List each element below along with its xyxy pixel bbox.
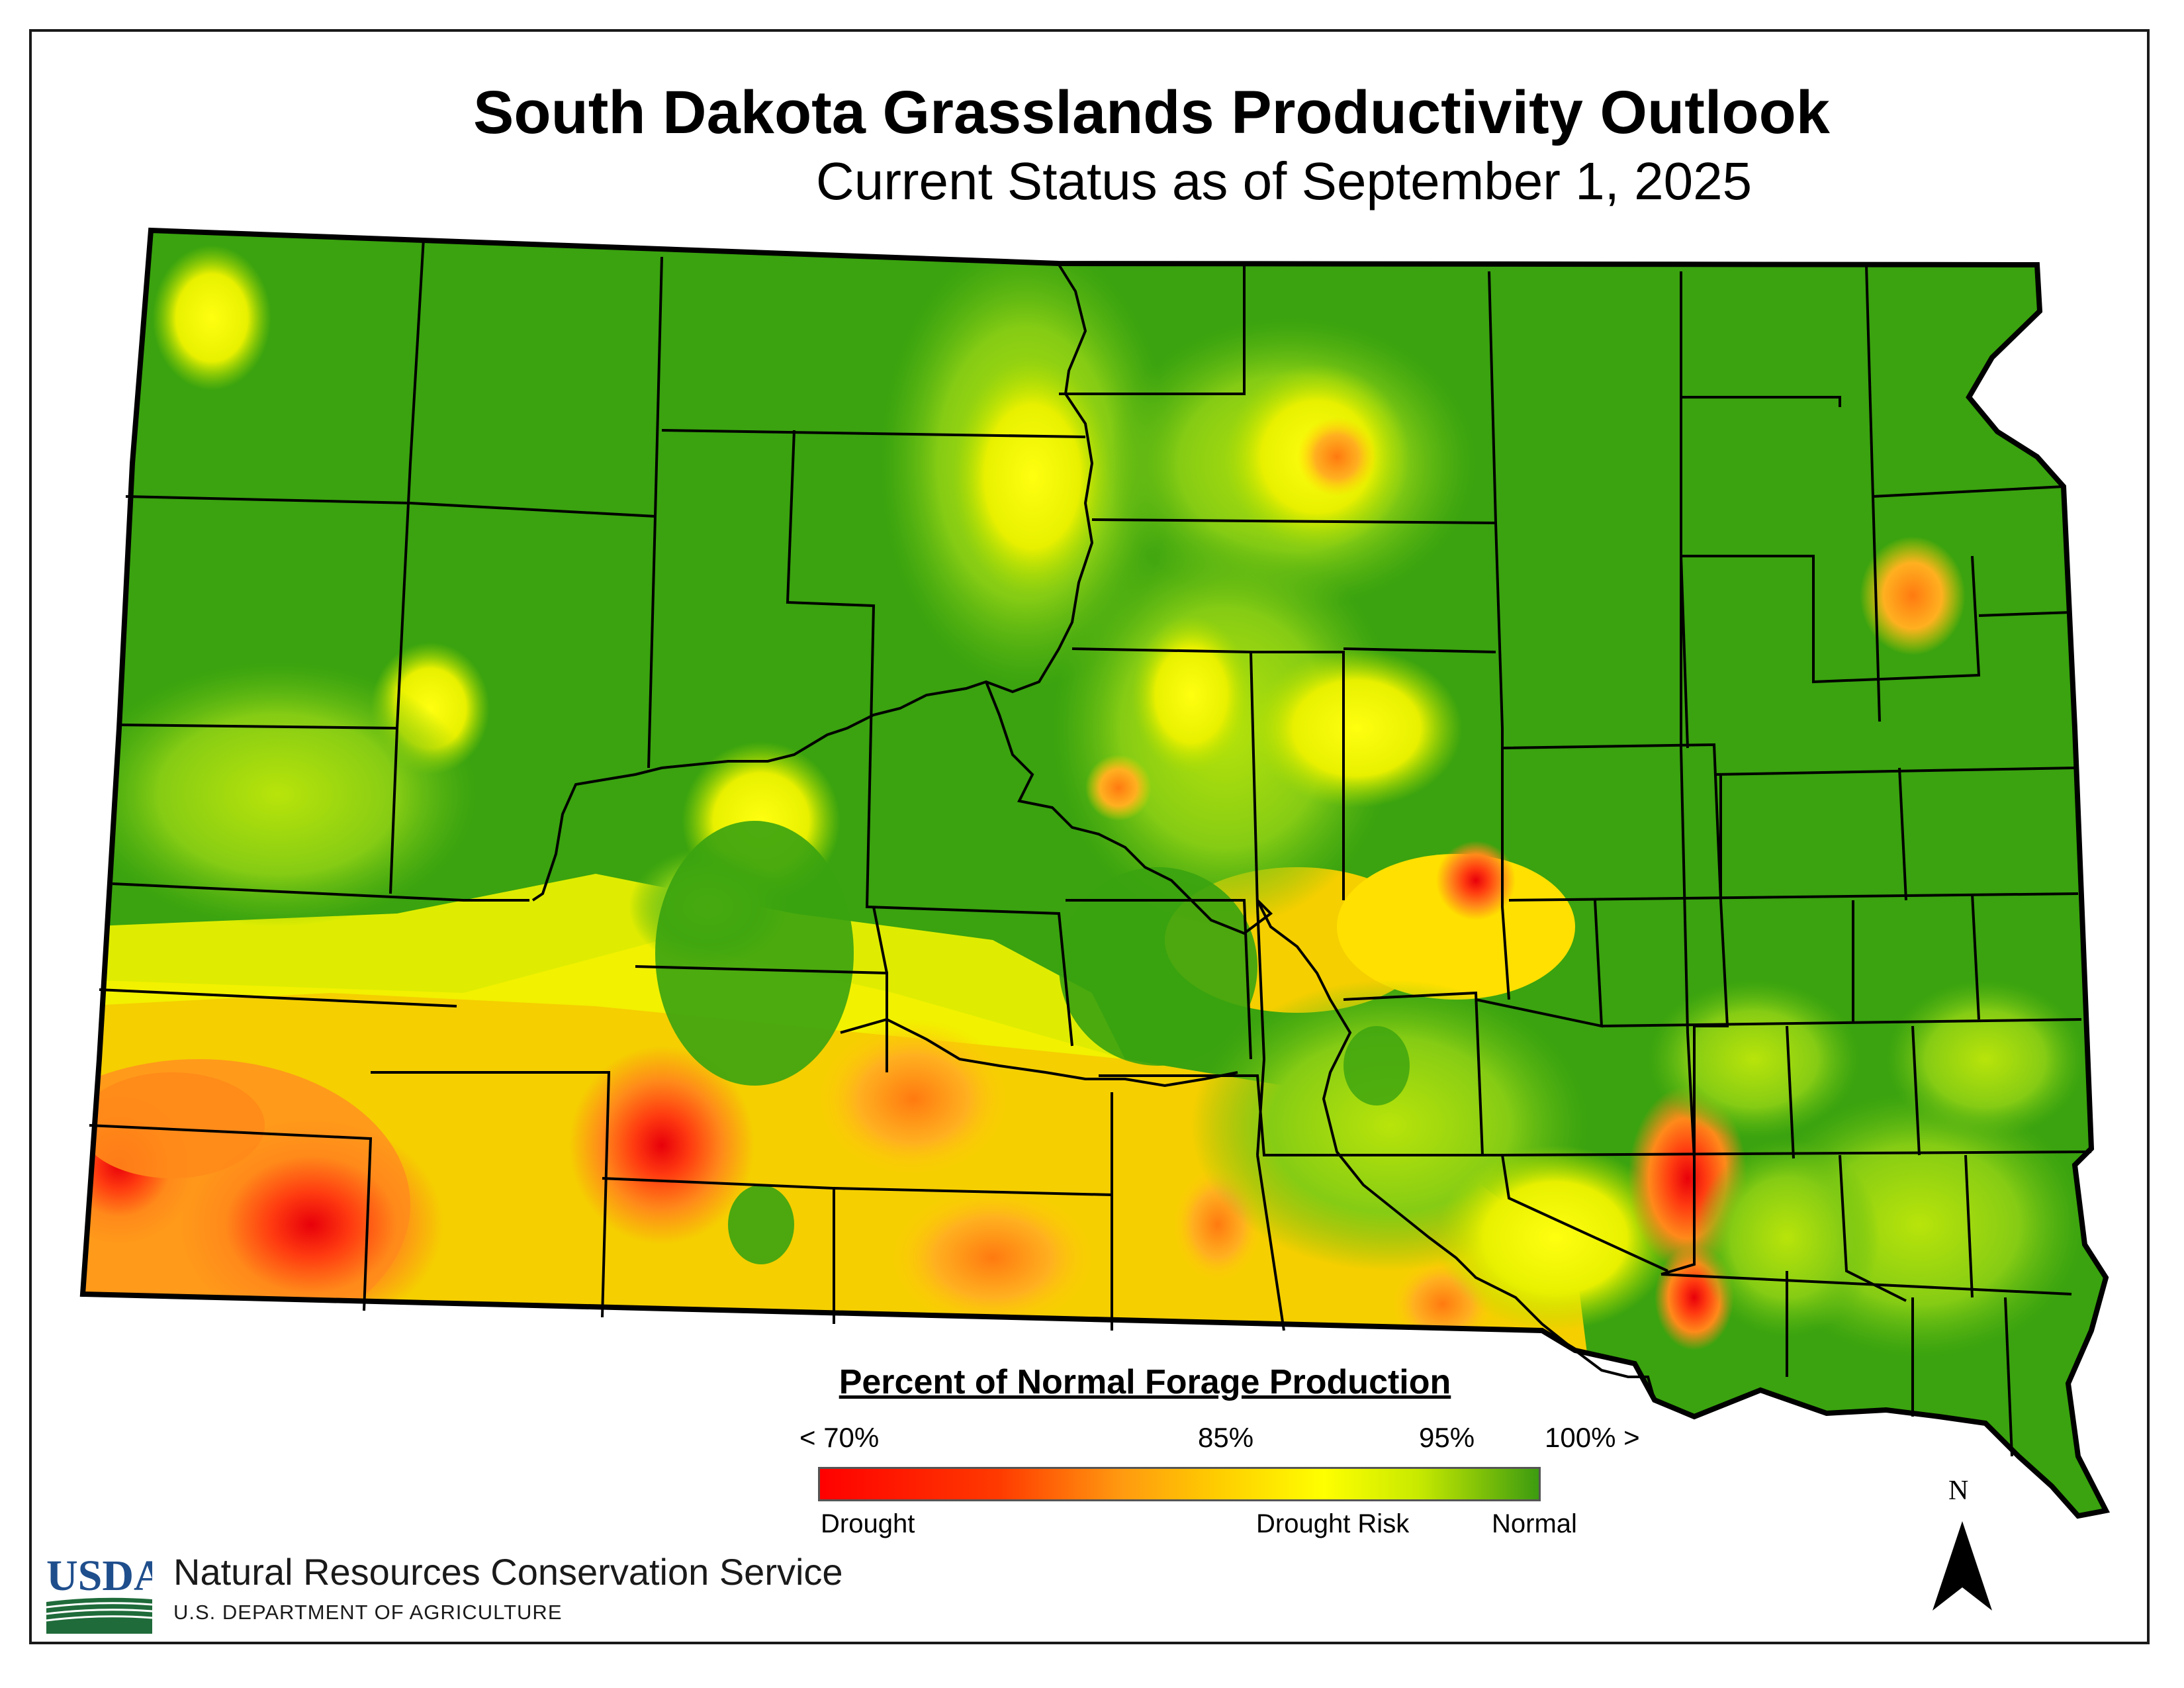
legend-label-drought: Drought (821, 1509, 915, 1538)
legend-tick-95: 95% (1419, 1422, 1475, 1453)
river-boundaries (531, 263, 1656, 1401)
usda-logo-text: USDA (46, 1552, 152, 1600)
map-frame (29, 29, 2150, 1644)
north-arrow-icon (1933, 1521, 1992, 1611)
map-subtitle: Current Status as of September 1, 2025 (815, 152, 1752, 211)
legend-title: Percent of Normal Forage Production (839, 1363, 1451, 1401)
legend-label-drought-risk: Drought Risk (1256, 1509, 1410, 1538)
legend-tick-100: 100% > (1545, 1422, 1640, 1453)
legend-tick-70: < 70% (799, 1422, 880, 1453)
map-title: South Dakota Grasslands Productivity Out… (473, 79, 1830, 146)
legend-label-normal: Normal (1492, 1509, 1577, 1538)
agency-department: U.S. DEPARTMENT OF AGRICULTURE (173, 1601, 563, 1624)
state-outline (79, 227, 2110, 1519)
legend-tick-85: 85% (1198, 1422, 1254, 1453)
forage-surface (83, 230, 2106, 1516)
legend-color-bar (818, 1467, 1541, 1501)
north-label: N (1948, 1476, 1969, 1506)
county-boundaries (89, 238, 2092, 1457)
agency-name: Natural Resources Conservation Service (173, 1551, 843, 1593)
usda-logo: USDA (46, 1552, 152, 1634)
